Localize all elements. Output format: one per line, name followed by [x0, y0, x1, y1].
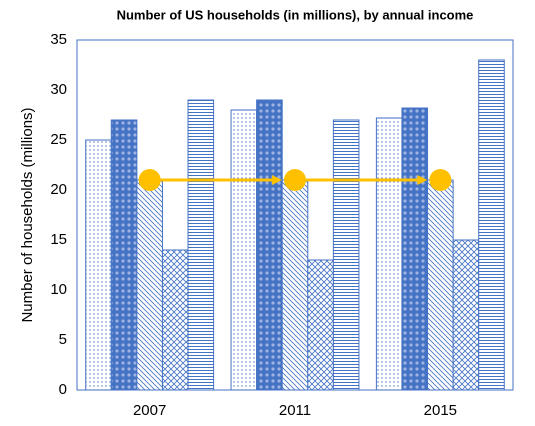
bar [307, 259, 334, 391]
chart-title: Number of US households (in millions), b… [117, 7, 474, 22]
highlight-marker [429, 169, 452, 191]
bar [161, 249, 189, 391]
y-tick-label: 20 [50, 181, 67, 198]
bar [401, 107, 429, 391]
y-tick-label: 10 [50, 281, 67, 298]
x-tick-label: 2015 [424, 402, 457, 419]
arrow-head [417, 175, 428, 185]
bar [187, 99, 215, 391]
x-tick-label: 2007 [133, 402, 166, 419]
arrow-head [272, 175, 282, 185]
bar [85, 139, 112, 391]
bar [256, 99, 283, 391]
highlight-marker [284, 169, 306, 191]
x-tick-label: 2011 [279, 402, 311, 419]
y-tick-label: 5 [59, 331, 67, 348]
bar [452, 239, 480, 391]
bar [230, 109, 258, 391]
y-axis-label: Number of households (millions) [19, 107, 36, 322]
bar [478, 59, 505, 391]
y-tick-label: 15 [50, 231, 67, 248]
bar [332, 119, 360, 391]
y-tick-label: 0 [59, 381, 67, 398]
y-tick-label: 25 [50, 131, 67, 148]
highlight-marker [138, 169, 161, 191]
bar [375, 117, 403, 391]
bar [281, 179, 309, 391]
bar [110, 119, 138, 391]
bar [136, 179, 163, 391]
y-tick-label: 30 [50, 81, 67, 98]
y-tick-label: 35 [50, 31, 67, 48]
bar [427, 179, 454, 391]
